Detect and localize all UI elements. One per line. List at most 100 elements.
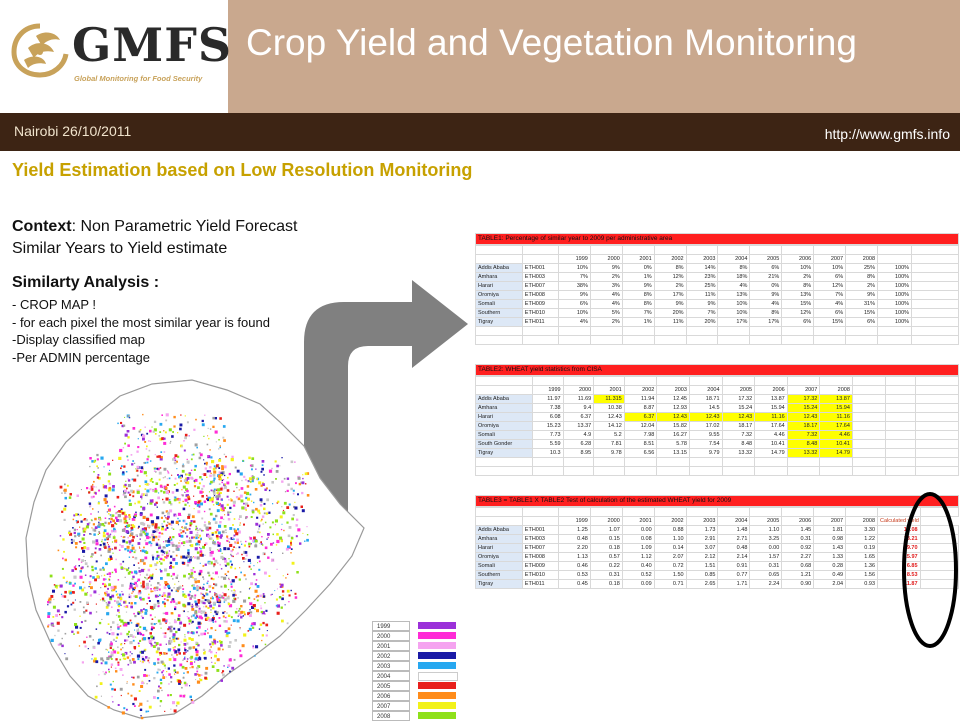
map-pixel bbox=[252, 645, 254, 647]
map-pixel bbox=[128, 567, 130, 569]
map-pixel bbox=[142, 515, 146, 519]
map-pixel bbox=[251, 605, 255, 609]
map-pixel bbox=[297, 493, 299, 496]
map-pixel bbox=[116, 600, 120, 604]
map-pixel bbox=[109, 596, 112, 599]
map-pixel bbox=[279, 536, 283, 540]
map-pixel bbox=[163, 652, 166, 655]
map-pixel bbox=[138, 631, 142, 635]
table-row: Southern ETH010 10% 5% 7% 20% 7% 10% 8% 12% 6% 15% 1… bbox=[475, 308, 959, 318]
map-pixel bbox=[94, 459, 97, 462]
value-cell: 0.15 bbox=[589, 534, 623, 544]
map-pixel bbox=[197, 665, 201, 668]
map-pixel bbox=[137, 446, 140, 449]
map-pixel bbox=[145, 583, 149, 587]
website-link[interactable]: http://www.gmfs.info bbox=[824, 126, 950, 142]
map-pixel bbox=[74, 623, 78, 627]
map-pixel bbox=[211, 641, 213, 643]
map-pixel bbox=[282, 511, 286, 515]
map-pixel bbox=[194, 594, 197, 597]
cell bbox=[915, 421, 959, 431]
map-pixel bbox=[152, 590, 154, 592]
map-pixel bbox=[157, 619, 161, 623]
map-pixel bbox=[256, 585, 260, 588]
map-pixel bbox=[179, 539, 181, 541]
table1-title: TABLE1: Percentage of similar year to 20… bbox=[475, 233, 959, 245]
map-pixel bbox=[72, 527, 74, 529]
map-pixel bbox=[178, 643, 181, 647]
map-pixel bbox=[177, 648, 181, 652]
map-pixel bbox=[197, 605, 200, 607]
map-pixel bbox=[178, 542, 180, 544]
map-pixel bbox=[198, 544, 200, 546]
map-pixel bbox=[288, 594, 291, 597]
map-pixel bbox=[95, 486, 97, 488]
map-pixel bbox=[116, 512, 118, 514]
value-cell: 4% bbox=[589, 290, 623, 300]
map-pixel bbox=[61, 644, 64, 648]
map-pixel bbox=[181, 489, 183, 491]
similarity-item: -Display classified map bbox=[12, 332, 145, 347]
value-cell: 2.04 bbox=[813, 579, 847, 589]
map-pixel bbox=[201, 487, 204, 490]
value-cell: 15.94 bbox=[819, 403, 853, 413]
map-pixel bbox=[157, 595, 159, 598]
map-pixel bbox=[223, 465, 227, 469]
map-pixel bbox=[264, 546, 268, 550]
year-header: 1999 bbox=[557, 254, 591, 264]
value-cell: 0.22 bbox=[589, 561, 623, 571]
map-pixel bbox=[250, 475, 253, 477]
map-pixel bbox=[188, 473, 191, 477]
map-pixel bbox=[137, 642, 140, 645]
cell bbox=[685, 245, 719, 255]
map-pixel bbox=[124, 515, 127, 518]
map-pixel bbox=[304, 472, 308, 476]
map-pixel bbox=[230, 537, 234, 540]
map-pixel bbox=[167, 592, 171, 596]
map-pixel bbox=[191, 556, 194, 559]
map-pixel bbox=[64, 632, 67, 635]
map-pixel bbox=[105, 606, 109, 609]
map-pixel bbox=[72, 518, 75, 521]
map-pixel bbox=[93, 659, 97, 663]
map-pixel bbox=[286, 506, 290, 509]
map-pixel bbox=[185, 556, 188, 559]
map-pixel bbox=[214, 592, 216, 594]
map-pixel bbox=[157, 689, 160, 693]
map-pixel bbox=[153, 662, 156, 665]
cell bbox=[884, 385, 917, 395]
map-pixel bbox=[229, 581, 232, 583]
map-pixel bbox=[210, 550, 214, 554]
map-pixel bbox=[192, 567, 195, 569]
map-pixel bbox=[276, 464, 279, 468]
map-pixel bbox=[243, 502, 245, 505]
map-pixel bbox=[190, 605, 192, 607]
map-pixel bbox=[47, 604, 49, 606]
map-pixel bbox=[243, 574, 246, 577]
map-pixel bbox=[159, 643, 162, 646]
map-pixel bbox=[236, 541, 239, 544]
map-pixel bbox=[163, 586, 167, 589]
map-pixel bbox=[189, 537, 191, 539]
map-pixel bbox=[256, 478, 258, 480]
map-pixel bbox=[163, 598, 166, 600]
map-pixel bbox=[234, 529, 237, 533]
map-pixel bbox=[228, 558, 230, 560]
map-pixel bbox=[115, 516, 118, 520]
map-pixel bbox=[151, 538, 155, 542]
map-pixel bbox=[179, 694, 182, 698]
cell bbox=[877, 254, 913, 264]
map-pixel bbox=[149, 429, 152, 433]
map-pixel bbox=[198, 572, 201, 575]
map-pixel bbox=[218, 531, 221, 535]
map-pixel bbox=[207, 632, 209, 634]
map-pixel bbox=[214, 571, 218, 575]
value-cell: 0.00 bbox=[621, 525, 655, 535]
map-pixel bbox=[193, 508, 195, 510]
map-pixel bbox=[229, 670, 231, 673]
cell bbox=[589, 245, 623, 255]
map-pixel bbox=[251, 510, 255, 514]
map-pixel bbox=[193, 495, 195, 497]
map-pixel bbox=[191, 584, 193, 587]
map-pixel bbox=[150, 635, 154, 639]
